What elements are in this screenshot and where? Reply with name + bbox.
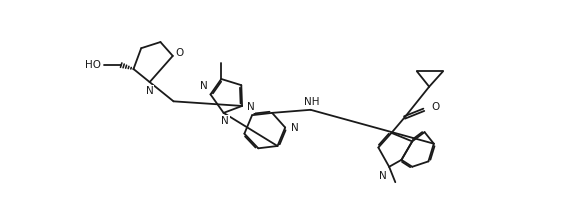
Text: N: N (221, 116, 229, 126)
Text: HO: HO (85, 60, 101, 70)
Text: N: N (290, 123, 298, 133)
Text: NH: NH (304, 97, 319, 107)
Text: N: N (200, 81, 208, 91)
Text: O: O (175, 48, 183, 58)
Text: N: N (247, 102, 255, 112)
Text: N: N (146, 86, 154, 96)
Text: N: N (379, 171, 387, 181)
Text: O: O (431, 103, 439, 113)
